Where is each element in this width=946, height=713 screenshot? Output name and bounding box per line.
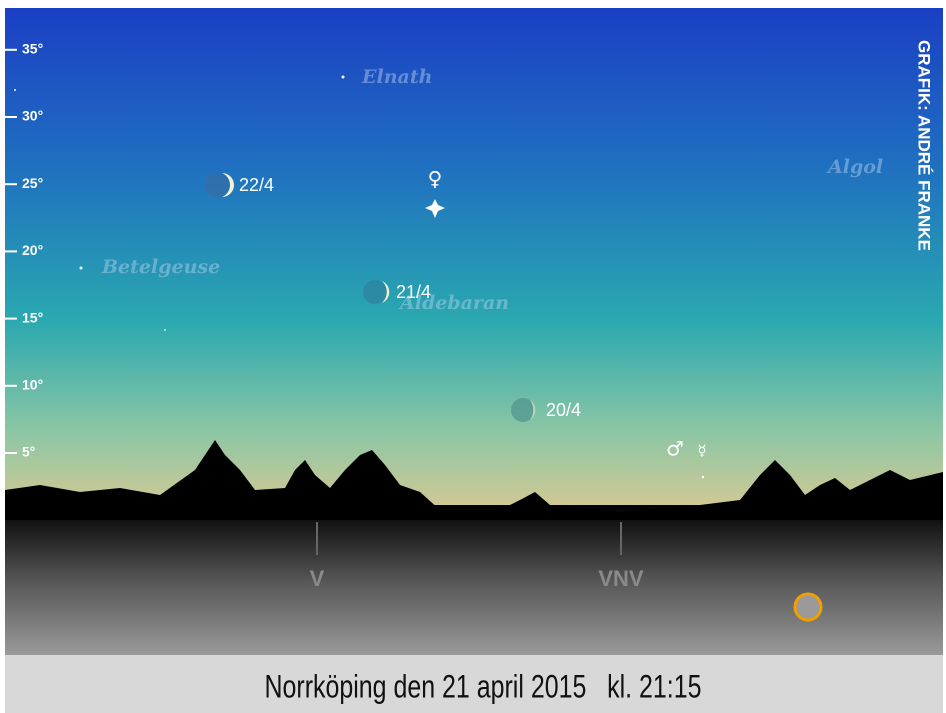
star <box>342 76 345 79</box>
moon-label: 21/4 <box>396 282 431 302</box>
moon <box>363 280 389 304</box>
altitude-label: 20° <box>22 242 43 258</box>
altitude-label: 25° <box>22 175 43 191</box>
sky-chart: V VNV 5°10°15°20°25°30°35° Elnath Algol … <box>0 0 946 713</box>
star-label: Elnath <box>361 66 432 88</box>
moon-label: 20/4 <box>546 400 581 420</box>
star <box>80 267 83 270</box>
altitude-label: 10° <box>22 377 43 393</box>
ground <box>5 505 943 655</box>
altitude-label: 35° <box>22 41 43 57</box>
moon <box>511 398 535 422</box>
moon-label: 22/4 <box>239 175 274 195</box>
altitude-label: 15° <box>22 309 43 325</box>
caption: Norrköping den 21 april 2015 kl. 21:15 <box>265 670 702 706</box>
planet-symbol: ♀ <box>428 167 443 191</box>
direction-label: VNV <box>598 566 644 591</box>
star <box>164 329 166 331</box>
star-label: Algol <box>826 156 883 178</box>
planet-symbol: ♂ <box>666 437 684 461</box>
direction-label: V <box>310 566 325 591</box>
altitude-label: 30° <box>22 108 43 124</box>
credit: GRAFIK: ANDRÉ FRANKE <box>915 40 934 251</box>
sun <box>795 594 821 620</box>
star-label: Betelgeuse <box>101 256 220 278</box>
altitude-label: 5° <box>22 444 35 460</box>
star <box>14 89 16 91</box>
mercury <box>702 476 704 478</box>
planet-symbol: ☿ <box>697 442 706 460</box>
